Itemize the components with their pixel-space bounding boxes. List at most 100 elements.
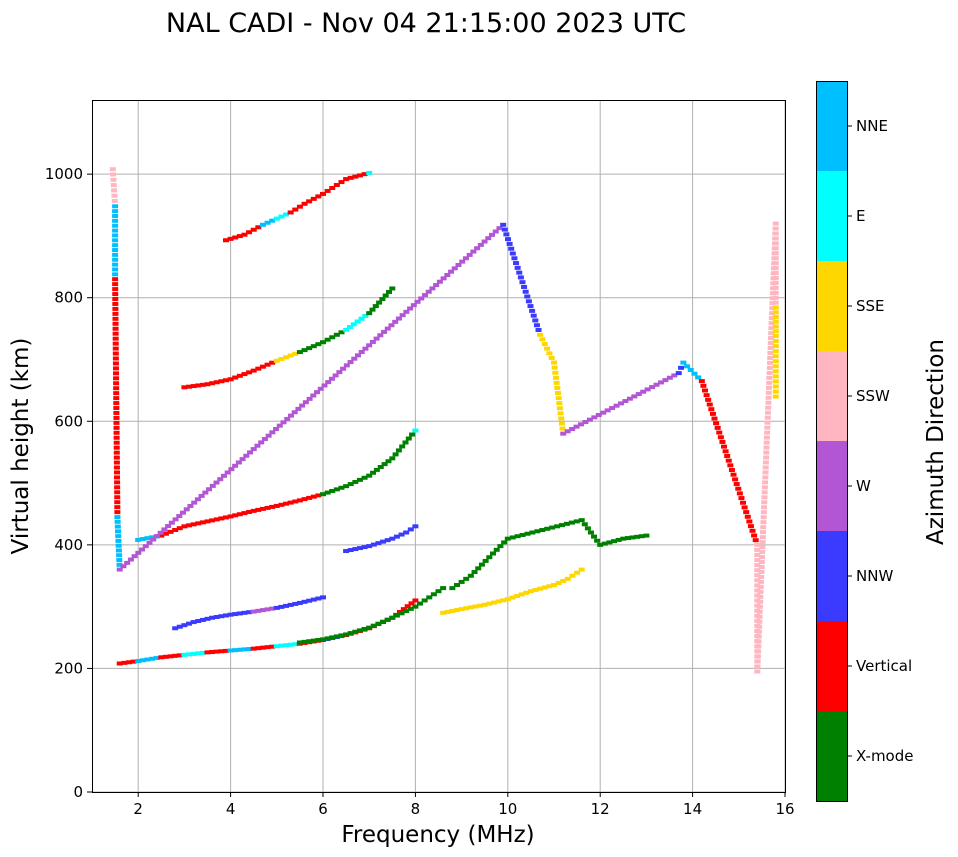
echo-mark <box>772 324 779 329</box>
echo-mark <box>158 533 165 538</box>
echo-mark <box>241 610 248 615</box>
echo-mark <box>264 362 271 367</box>
echo-mark <box>757 594 764 599</box>
echo-mark <box>458 607 465 612</box>
echo-mark <box>759 540 766 545</box>
echo-mark <box>477 603 484 608</box>
echo-mark <box>758 564 765 569</box>
echo-mark <box>352 479 359 484</box>
echo-mark <box>735 486 742 491</box>
echo-mark <box>740 500 747 505</box>
echo-mark <box>195 619 202 624</box>
echo-mark <box>115 529 122 534</box>
echo-mark <box>398 611 405 616</box>
echo-mark <box>384 617 391 622</box>
echo-mark <box>113 420 120 425</box>
echo-mark <box>264 505 271 510</box>
echo-mark <box>711 416 718 421</box>
echo-mark <box>283 355 290 360</box>
echo-mark <box>310 393 317 398</box>
echo-mark <box>347 175 354 180</box>
echo-mark <box>392 319 399 324</box>
echo-mark <box>222 648 229 653</box>
echo-mark <box>295 406 302 411</box>
echo-mark <box>195 383 202 388</box>
echo-mark <box>772 261 779 266</box>
echo-mark <box>463 606 470 611</box>
echo-mark <box>559 426 566 431</box>
echo-mark <box>412 524 419 529</box>
echo-mark <box>756 614 763 619</box>
echo-mark <box>112 336 119 341</box>
echo-mark <box>444 609 451 614</box>
echo-mark <box>754 563 761 568</box>
echo-mark <box>114 475 121 480</box>
echo-series <box>449 518 650 591</box>
echo-mark <box>284 416 291 421</box>
echo-mark <box>757 599 764 604</box>
echo-mark <box>162 531 169 536</box>
x-tick-label: 10 <box>498 800 517 818</box>
echo-mark <box>283 212 290 217</box>
echo-mark <box>591 534 598 539</box>
echo-mark <box>373 467 380 472</box>
echo-mark <box>198 493 205 498</box>
echo-mark <box>195 651 202 656</box>
echo-mark <box>150 537 157 542</box>
echo-mark <box>761 505 768 510</box>
echo-mark <box>116 567 123 572</box>
echo-mark <box>514 594 521 599</box>
echo-mark <box>772 354 779 359</box>
echo-mark <box>765 385 772 390</box>
echo-mark <box>306 598 313 603</box>
echo-mark <box>217 477 224 482</box>
echo-mark <box>199 650 206 655</box>
echo-mark <box>513 261 520 266</box>
echo-mark <box>109 167 116 172</box>
echo-mark <box>273 605 280 610</box>
echo-mark <box>181 652 188 657</box>
echo-mark <box>190 651 197 656</box>
echo-mark <box>385 459 392 464</box>
echo-mark <box>754 593 761 598</box>
echo-mark <box>449 608 456 613</box>
echo-mark <box>204 616 211 621</box>
echo-mark <box>112 277 119 282</box>
echo-mark <box>521 284 528 289</box>
echo-mark <box>717 435 724 440</box>
echo-mark <box>112 257 119 262</box>
echo-mark <box>264 607 271 612</box>
echo-mark <box>407 606 414 611</box>
echo-mark <box>255 608 262 613</box>
echo-mark <box>754 588 761 593</box>
echo-mark <box>227 377 234 382</box>
echo-mark <box>772 290 779 295</box>
echo-mark <box>772 394 779 399</box>
echo-mark <box>539 337 546 342</box>
echo-mark <box>744 514 751 519</box>
echo-mark <box>146 540 153 545</box>
echo-mark <box>232 648 239 653</box>
echo-mark <box>546 351 553 356</box>
echo-mark <box>114 515 121 520</box>
echo-mark <box>525 299 532 304</box>
echo-mark <box>684 364 691 369</box>
echo-mark <box>209 649 216 654</box>
y-tick-label: 1000 <box>45 165 83 183</box>
echo-mark <box>615 537 622 542</box>
echo-mark <box>405 436 412 441</box>
echo-mark <box>199 520 206 525</box>
echo-mark <box>767 350 774 355</box>
echo-mark <box>115 538 122 543</box>
echo-mark <box>347 548 354 553</box>
echo-mark <box>477 242 484 247</box>
echo-mark <box>167 529 174 534</box>
echo-mark <box>751 533 758 538</box>
echo-mark <box>698 379 705 384</box>
echo-mark <box>273 426 280 431</box>
echo-mark <box>114 510 121 515</box>
echo-mark <box>115 548 122 553</box>
echo-mark <box>766 375 773 380</box>
echo-mark <box>110 177 117 182</box>
echo-mark <box>559 523 566 528</box>
